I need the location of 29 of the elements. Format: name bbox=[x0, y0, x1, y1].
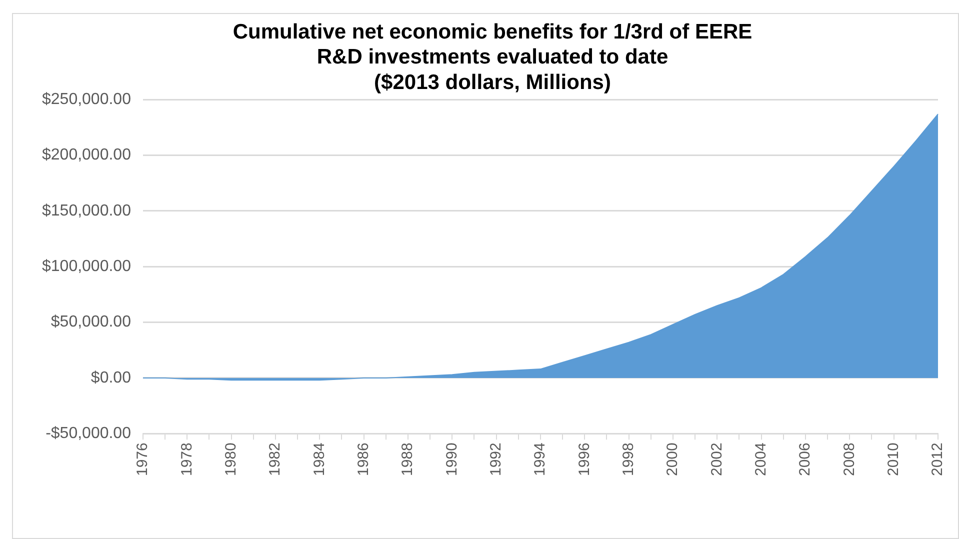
x-tick-label: 1998 bbox=[620, 442, 637, 476]
x-tick-label: 1994 bbox=[532, 442, 549, 476]
y-tick-label: $150,000.00 bbox=[42, 202, 132, 220]
x-tick-label: 1978 bbox=[178, 442, 196, 476]
x-tick-label: 1992 bbox=[487, 442, 504, 476]
x-tick-label: 1982 bbox=[266, 442, 284, 476]
x-tick-label: 1996 bbox=[576, 442, 593, 476]
y-tick-label: $200,000.00 bbox=[42, 146, 132, 164]
x-tick-label: 1980 bbox=[222, 442, 240, 476]
x-tick-label: 1986 bbox=[354, 442, 372, 476]
x-tick-label: 1988 bbox=[399, 442, 416, 476]
x-tick-label: 2012 bbox=[929, 442, 946, 476]
x-tick-label: 1990 bbox=[443, 442, 460, 476]
x-tick-label: 2004 bbox=[752, 442, 770, 476]
x-tick-label: 1976 bbox=[134, 442, 152, 476]
text: ($2013 dollars, Millions) bbox=[374, 70, 611, 94]
text: Cumulative net economic benefits for 1/3rd of EERE bbox=[232, 20, 752, 44]
y-tick-label: $100,000.00 bbox=[42, 258, 132, 276]
x-tick-label: 2010 bbox=[884, 442, 902, 476]
x-tick-label: 2000 bbox=[664, 442, 682, 476]
x-tick-label: 2008 bbox=[840, 442, 858, 476]
y-tick-label: -$50,000.00 bbox=[46, 425, 132, 442]
x-tick-label: 2006 bbox=[796, 442, 814, 476]
text: R&D investments evaluated to date bbox=[316, 46, 668, 69]
y-tick-label: $250,000.00 bbox=[42, 91, 132, 108]
y-tick-label: $50,000.00 bbox=[50, 314, 132, 331]
y-tick-label: $0.00 bbox=[90, 369, 132, 386]
x-tick-label: 1984 bbox=[310, 442, 328, 476]
x-tick-label: 2002 bbox=[708, 442, 726, 476]
